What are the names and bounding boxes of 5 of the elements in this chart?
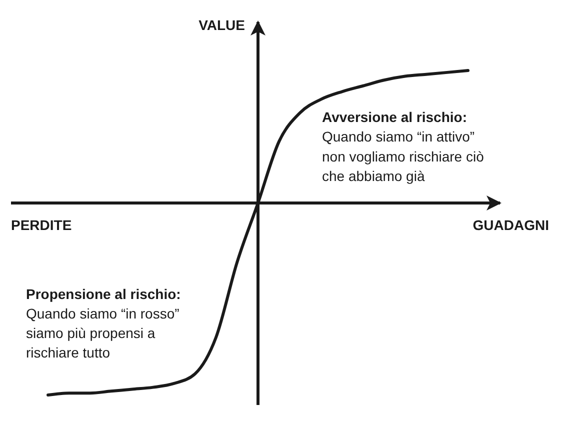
y-axis-title: VALUE [198, 17, 245, 33]
x-axis-title: GUADAGNI [472, 217, 549, 233]
annotation: PERDITE [11, 217, 72, 233]
annotation: Avversione al rischio: Quando siamo “in attivo” non vogliamo rischiare ciò che abbiamo già [322, 109, 484, 184]
annotation: Propensione al rischio: Quando siamo “in rosso” siamo più propensi a rischiare tutto [26, 286, 181, 360]
